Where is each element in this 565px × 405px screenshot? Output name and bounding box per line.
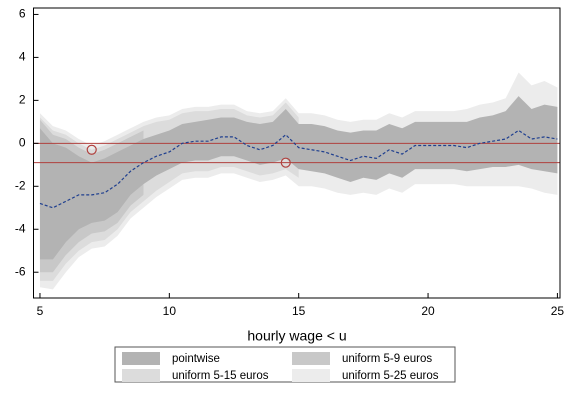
band: [39, 96, 558, 260]
plot-frame: [33, 7, 561, 299]
legend: [114, 346, 456, 383]
y-tick-label: 2: [19, 93, 26, 107]
y-tick-label: 4: [19, 50, 26, 64]
legend-label: uniform 5-15 euros: [172, 370, 269, 382]
x-tick-label: 15: [292, 304, 306, 318]
legend-label: pointwise: [172, 353, 220, 365]
x-tick-label: 10: [163, 304, 177, 318]
legend-swatch: [292, 369, 330, 382]
y-tick-label: -6: [15, 264, 26, 278]
x-tick-label: 20: [421, 304, 435, 318]
estimate-line: [39, 129, 558, 209]
x-axis-label: hourly wage < u: [247, 328, 346, 344]
y-tick-label: 0: [19, 136, 26, 150]
y-tick-label: 6: [19, 7, 26, 21]
x-tick-label: 25: [551, 304, 565, 318]
x-tick-label: 5: [37, 304, 44, 318]
point: [280, 157, 291, 168]
legend-label: uniform 5-25 euros: [342, 370, 439, 382]
y-tick-label: -4: [15, 221, 26, 235]
legend-swatch: [122, 352, 160, 365]
legend-swatch: [122, 369, 160, 382]
point: [86, 144, 97, 155]
legend-label: uniform 5-9 euros: [342, 353, 432, 365]
y-tick-label: -2: [15, 178, 26, 192]
legend-swatch: [292, 352, 330, 365]
